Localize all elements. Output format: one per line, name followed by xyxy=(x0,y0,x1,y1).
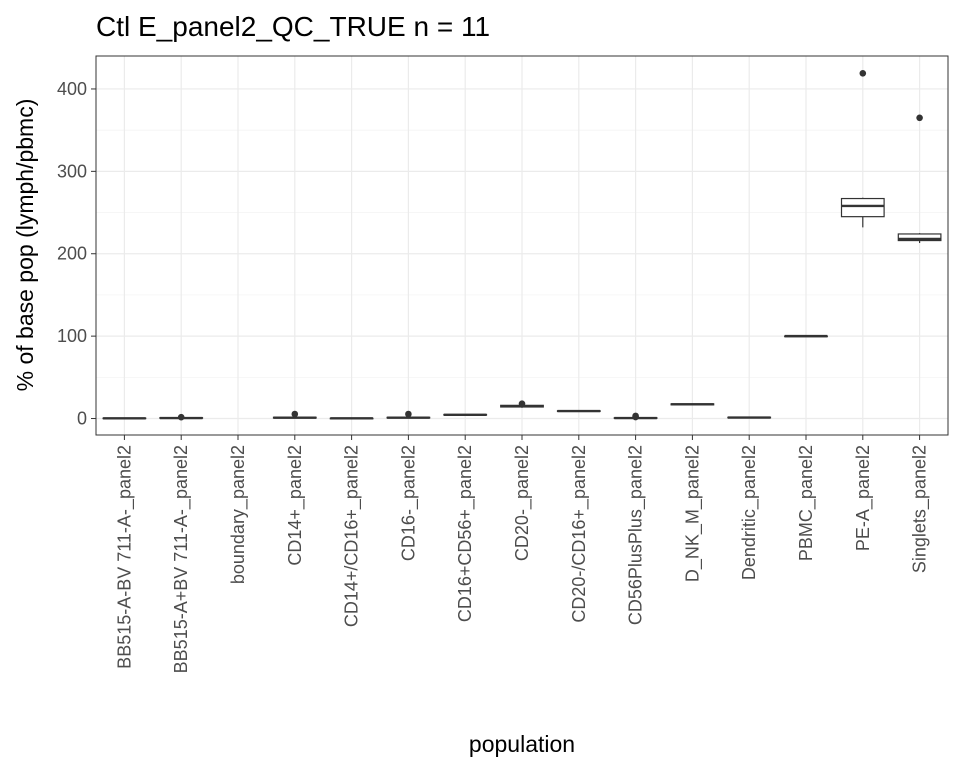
y-tick-label: 300 xyxy=(57,161,87,181)
outlier-point xyxy=(405,410,412,418)
x-tick-label: BB515-A-BV 711-A-_panel2 xyxy=(114,445,135,669)
y-tick-label: 400 xyxy=(57,79,87,99)
x-axis: BB515-A-BV 711-A-_panel2 BB515-A+BV 711-A… xyxy=(114,435,931,673)
box-9 xyxy=(613,412,658,421)
box-14 xyxy=(897,114,942,244)
box-4 xyxy=(329,417,374,420)
outlier-point xyxy=(916,114,923,122)
x-tick-label: PE-A_panel2 xyxy=(853,445,874,551)
box-body xyxy=(897,233,942,242)
box-6 xyxy=(443,413,488,417)
x-tick-label: CD16+CD56+_panel2 xyxy=(455,445,476,622)
box-body xyxy=(840,197,885,218)
grid-layer xyxy=(96,56,948,435)
y-tick-label: 200 xyxy=(57,244,87,264)
outlier-point xyxy=(632,412,639,420)
x-tick-label: CD14+/CD16+_panel2 xyxy=(342,445,363,627)
x-tick-label: CD20-/CD16+_panel2 xyxy=(569,445,590,623)
box-8 xyxy=(556,409,601,413)
box-12 xyxy=(784,334,828,338)
chart-title: Ctl E_panel2_QC_TRUE n = 11 xyxy=(96,11,490,42)
box-0 xyxy=(102,417,147,420)
box-7 xyxy=(500,400,544,408)
x-tick-label: CD56PlusPlus_panel2 xyxy=(626,445,647,625)
box-10 xyxy=(670,403,715,406)
x-tick-label: D_NK_M_panel2 xyxy=(682,445,703,582)
y-tick-label: 0 xyxy=(77,409,87,429)
y-axis: 0 100 200 300 400 xyxy=(57,79,96,429)
x-tick-label: CD16-_panel2 xyxy=(398,445,419,561)
box-3 xyxy=(272,410,317,419)
outlier-point xyxy=(291,410,299,418)
box-13 xyxy=(840,70,885,228)
x-axis-title: population xyxy=(469,731,575,757)
box-1 xyxy=(159,413,204,421)
box-5 xyxy=(386,410,431,419)
x-tick-label: Singlets_panel2 xyxy=(910,445,931,573)
x-tick-label: BB515-A+BV 711-A-_panel2 xyxy=(171,445,192,673)
box-layer xyxy=(102,70,942,421)
box-11 xyxy=(727,416,772,419)
x-tick-label: Dendritic_panel2 xyxy=(739,445,760,580)
y-axis-title: % of base pop (lymph/pbmc) xyxy=(12,99,38,392)
outlier-point xyxy=(518,400,526,407)
y-tick-label: 100 xyxy=(57,326,87,346)
x-tick-label: CD14+_panel2 xyxy=(285,445,306,566)
outlier-point xyxy=(859,70,867,77)
outlier-point xyxy=(177,413,185,421)
x-tick-label: boundary_panel2 xyxy=(228,445,249,584)
x-tick-label: PBMC_panel2 xyxy=(796,445,817,561)
x-tick-label: CD20-_panel2 xyxy=(512,445,533,561)
